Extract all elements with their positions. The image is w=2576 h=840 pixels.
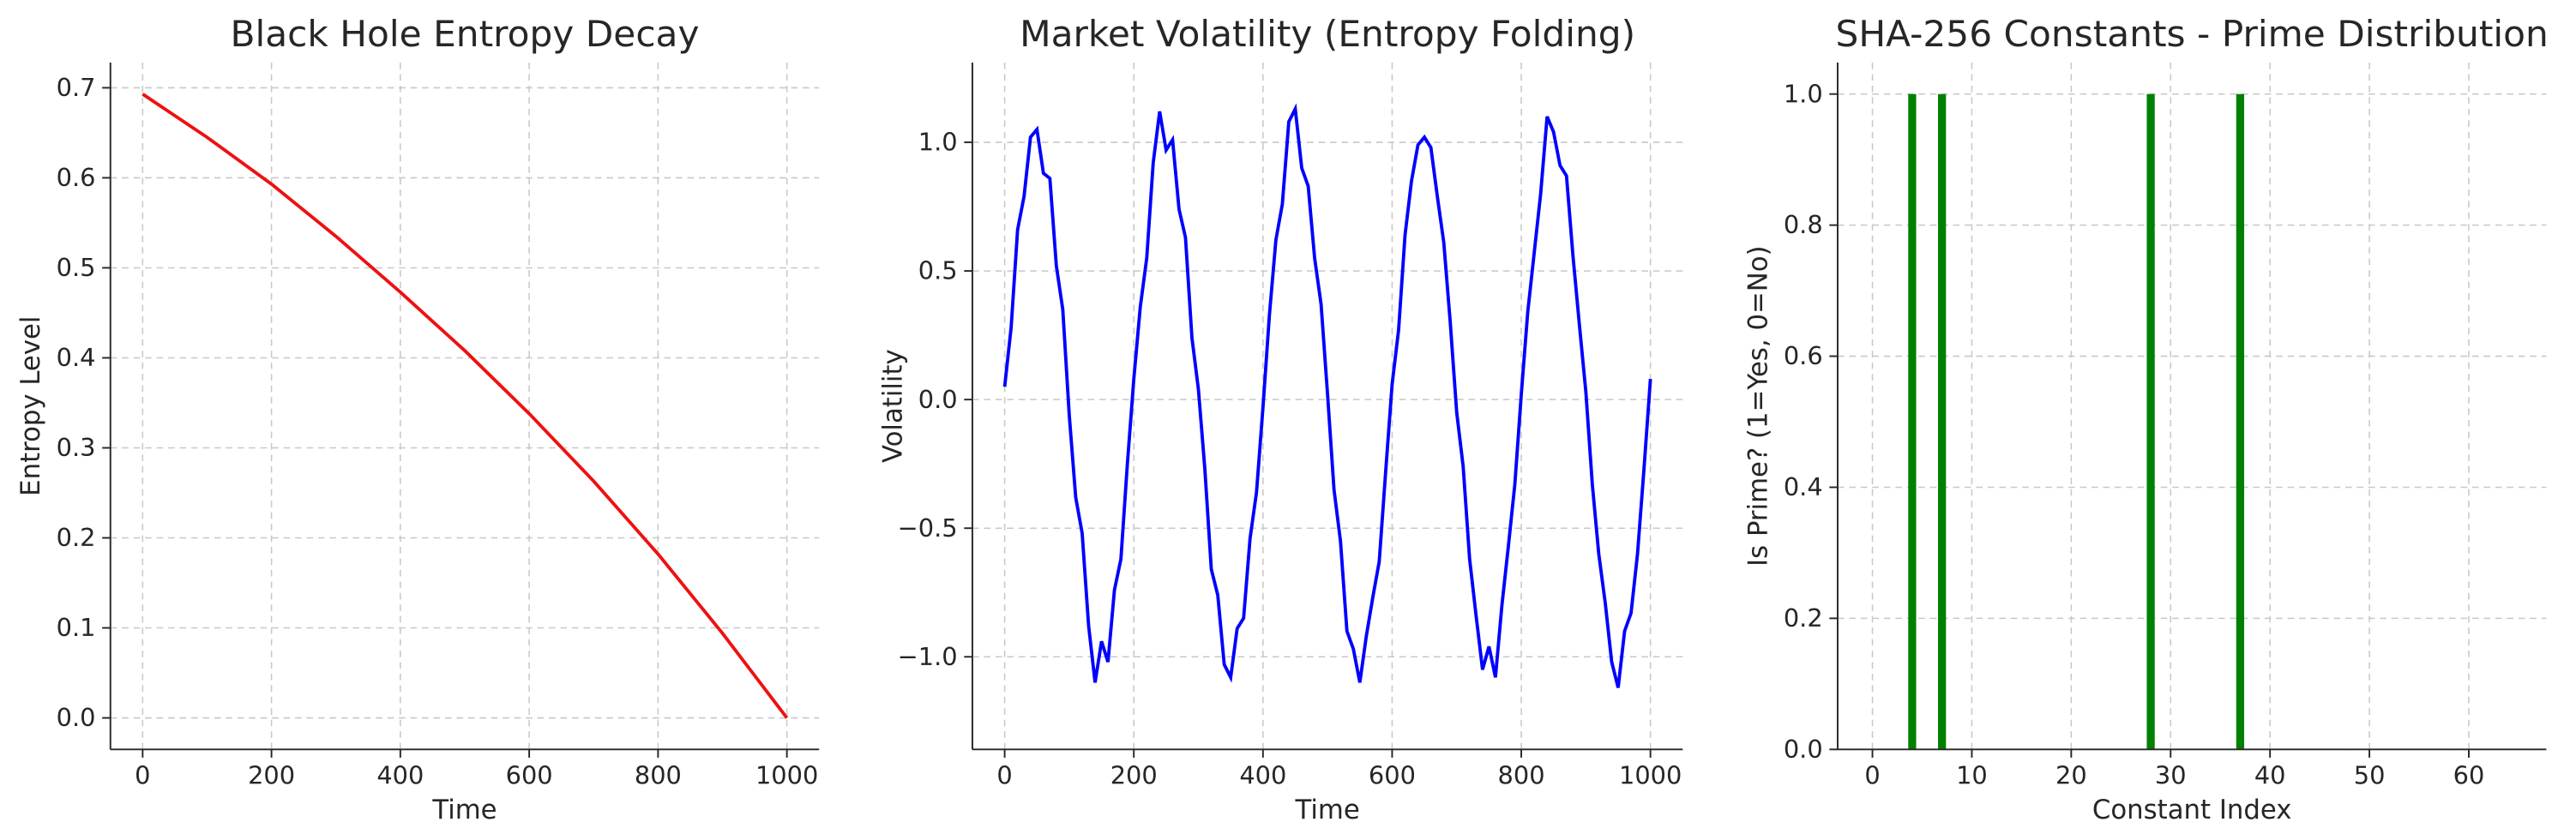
bar	[1938, 93, 1947, 750]
chart-title: Black Hole Entropy Decay	[230, 13, 699, 55]
x-tick-label: 200	[1110, 761, 1158, 790]
chart-title: SHA-256 Constants - Prime Distribution	[1836, 13, 2549, 55]
y-tick-label: 0.5	[57, 253, 96, 282]
x-tick-label: 40	[2254, 761, 2286, 790]
y-tick-label: 0.0	[918, 385, 958, 414]
x-tick-label: 0	[996, 761, 1012, 790]
y-tick-label: 0.4	[57, 343, 96, 372]
y-tick-label: 0.8	[1784, 210, 1823, 239]
x-tick-label: 50	[2354, 761, 2386, 790]
y-tick-label: 0.3	[57, 433, 96, 462]
y-tick-label: 0.6	[1784, 341, 1823, 370]
y-tick-label: 0.7	[57, 73, 96, 102]
bar	[2146, 93, 2155, 750]
y-axis-label: Entropy Level	[15, 316, 46, 496]
y-tick-label: 0.2	[57, 523, 96, 552]
y-tick-label: 0.0	[1784, 735, 1823, 764]
x-tick-label: 400	[376, 761, 424, 790]
y-tick-label: 0.4	[1784, 472, 1823, 501]
x-tick-label: 800	[635, 761, 682, 790]
y-tick-label: 0.0	[57, 703, 96, 732]
x-tick-label: 200	[248, 761, 295, 790]
x-tick-label: 400	[1239, 761, 1286, 790]
bar	[2236, 93, 2245, 750]
x-tick-label: 800	[1498, 761, 1545, 790]
x-tick-label: 20	[2055, 761, 2087, 790]
y-axis-label: Is Prime? (1=Yes, 0=No)	[1742, 245, 1773, 566]
chart-title: Market Volatility (Entropy Folding)	[1020, 13, 1635, 55]
y-axis-label: Volatility	[877, 349, 908, 463]
x-tick-label: 60	[2453, 761, 2485, 790]
line	[141, 93, 789, 719]
y-tick-label: −1.0	[898, 642, 958, 671]
x-tick-label: 0	[135, 761, 150, 790]
y-tick-label: −0.5	[898, 513, 958, 543]
x-tick-label: 600	[1369, 761, 1416, 790]
chart-panel: −1.0 −0.5 0.0 0.5 1.0 0 200 400 600 800 1000 Market…	[877, 13, 1683, 825]
chart-panel: 0.0 0.1 0.2 0.3 0.4 0.5 0.6 0.7 0 200 400 600 800 100…	[15, 13, 820, 825]
chart-panel: 0.0 0.2 0.4 0.6 0.8 1.0 0 10 20 30 40 50 60 SHA-256 C…	[1742, 13, 2548, 825]
y-tick-label: 1.0	[1784, 79, 1823, 108]
x-tick-label: 0	[1864, 761, 1880, 790]
x-tick-label: 600	[506, 761, 553, 790]
line	[1002, 103, 1652, 688]
y-tick-label: 0.6	[57, 163, 96, 192]
y-tick-label: 0.1	[57, 613, 96, 642]
y-tick-label: 0.5	[918, 256, 958, 285]
x-tick-label: 1000	[1619, 761, 1682, 790]
x-tick-label: 1000	[755, 761, 818, 790]
x-axis-label: Time	[1295, 795, 1360, 825]
y-tick-label: 1.0	[918, 128, 958, 157]
x-axis-label: Time	[431, 795, 497, 825]
y-tick-label: 0.2	[1784, 603, 1823, 633]
x-axis-label: Constant Index	[2092, 795, 2292, 825]
x-tick-label: 30	[2155, 761, 2187, 790]
bar	[1908, 93, 1917, 750]
x-tick-label: 10	[1956, 761, 1988, 790]
